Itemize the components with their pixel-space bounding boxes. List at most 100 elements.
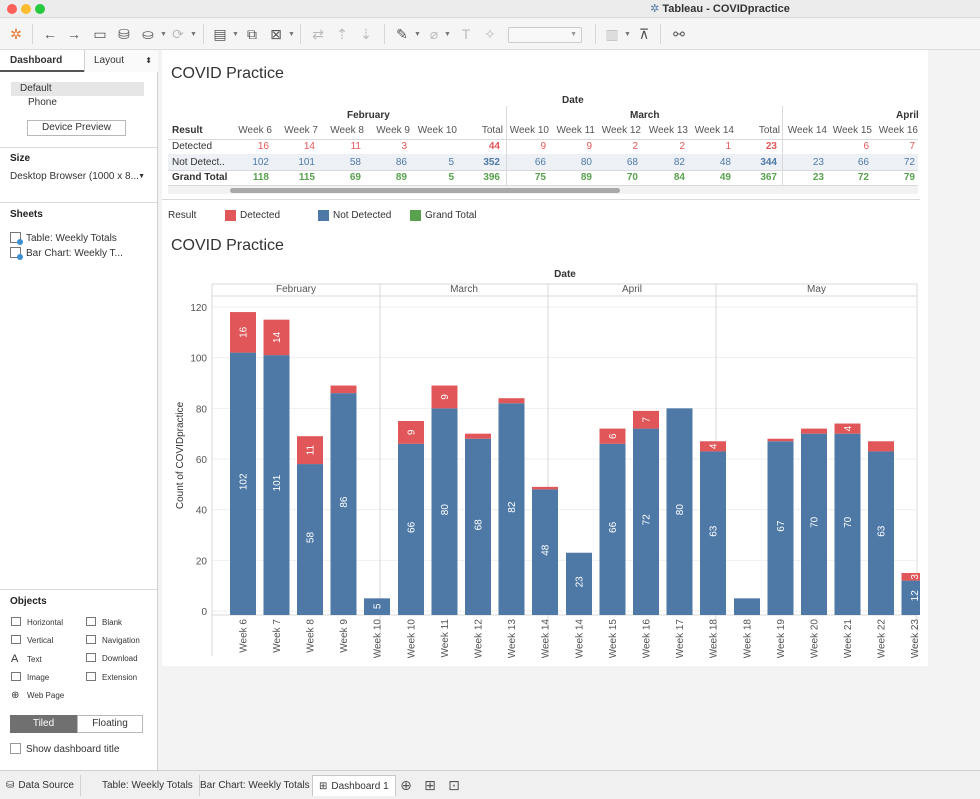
object-blank[interactable]: Blank [86, 617, 122, 627]
presentation-mode-icon[interactable]: ⊼ [638, 26, 650, 42]
close-window-button[interactable] [7, 4, 17, 14]
checkbox-icon [10, 743, 21, 754]
sheet-icon [10, 247, 23, 260]
size-dropdown[interactable]: Desktop Browser (1000 x 8... ▼ [10, 171, 145, 182]
pause-updates-icon[interactable]: ⛀ [142, 26, 154, 42]
legend-swatch-grand-total[interactable] [410, 210, 421, 221]
table-cell: 66 [857, 157, 869, 168]
chevron-down-icon[interactable]: ▼ [444, 31, 451, 38]
size-heading: Size [10, 153, 31, 164]
bar-not-detected [666, 408, 693, 615]
object-image[interactable]: Image [11, 672, 49, 682]
device-phone[interactable]: Phone [28, 97, 57, 108]
refresh-icon[interactable]: ⟳ [172, 26, 184, 42]
bar-label-not-detected: 63 [877, 525, 888, 537]
bar-detected [398, 421, 424, 444]
group-members-icon[interactable]: ⌀ [429, 26, 439, 42]
chevron-down-icon[interactable]: ▼ [232, 31, 239, 38]
sheet-table-weekly-totals[interactable]: Table: Weekly Totals [10, 232, 117, 245]
table-cell: 89 [580, 172, 592, 183]
show-cards-icon[interactable]: ▥ [605, 26, 619, 42]
device-preview-button[interactable]: Device Preview [27, 120, 126, 136]
toolbar-separator [32, 24, 33, 44]
sort-descending-icon[interactable]: ⇣ [360, 26, 372, 42]
undo-icon[interactable]: ← [43, 26, 57, 42]
legend-label-grand-total[interactable]: Grand Total [425, 210, 477, 221]
bar-label-not-detected: 72 [642, 514, 653, 526]
y-tick-label: 40 [196, 506, 208, 517]
table-column-header: Week 16 [878, 125, 918, 136]
legend-swatch-not-detected[interactable] [318, 210, 329, 221]
table-column-header: Week 10 [509, 125, 549, 136]
redo-icon[interactable]: → [67, 26, 81, 42]
new-worksheet-tab-icon[interactable]: ⊕ [400, 777, 412, 793]
tab-label: Data Source [18, 780, 74, 791]
object-label: Horizontal [27, 618, 64, 627]
bar-detected [498, 398, 525, 404]
legend-label-not-detected[interactable]: Not Detected [333, 210, 392, 221]
object-navigation[interactable]: Navigation [86, 635, 140, 645]
chevron-down-icon[interactable]: ▼ [288, 31, 295, 38]
sort-ascending-icon[interactable]: ⇡ [336, 26, 348, 42]
table-cell: 23 [812, 157, 824, 168]
chevron-down-icon[interactable]: ▼ [160, 31, 167, 38]
objects-heading: Objects [10, 596, 47, 607]
object-horizontal[interactable]: Horizontal [11, 617, 63, 627]
extension-icon [86, 672, 96, 681]
table-column-header: Week 9 [376, 125, 410, 136]
table-column-header: Week 7 [284, 125, 318, 136]
sheet-bar-chart-weekly-totals[interactable]: Bar Chart: Weekly T... [10, 247, 123, 260]
object-label: Image [27, 673, 50, 682]
chevron-down-icon[interactable]: ▼ [624, 31, 631, 38]
tab-data-source[interactable]: ⛁ Data Source [0, 775, 81, 796]
fix-axes-icon[interactable]: ✧ [484, 26, 496, 42]
minimize-window-button[interactable] [21, 4, 31, 14]
tab-layout[interactable]: Layout ⬍ [84, 50, 158, 72]
share-icon[interactable]: ⚯ [673, 26, 685, 42]
new-worksheet-icon[interactable]: ▤ [213, 26, 227, 42]
object-web-page[interactable]: ⊕ Web Page [11, 690, 64, 701]
table-column-header: Week 6 [238, 125, 272, 136]
show-labels-icon[interactable]: T [461, 26, 471, 42]
tab-table-weekly-totals[interactable]: Table: Weekly Totals [96, 775, 200, 796]
tab-dashboard[interactable]: Dashboard [0, 50, 84, 72]
bar-label-not-detected: 80 [675, 504, 686, 516]
object-text[interactable]: A Text [11, 653, 42, 665]
highlight-icon[interactable]: ✎ [396, 26, 408, 42]
device-default[interactable]: Default [11, 82, 144, 96]
tiled-button[interactable]: Tiled [10, 715, 77, 733]
new-dashboard-tab-icon[interactable]: ⊞ [424, 777, 436, 793]
legend-label-detected[interactable]: Detected [240, 210, 281, 221]
floating-button[interactable]: Floating [77, 715, 143, 733]
table-month-march: March [630, 110, 660, 121]
tab-bar-chart-weekly-totals[interactable]: Bar Chart: Weekly Totals [194, 775, 317, 796]
object-download[interactable]: Download [86, 653, 138, 663]
toolbar-separator [660, 24, 661, 44]
tab-dashboard-1[interactable]: ⊞ Dashboard 1 [312, 775, 396, 796]
legend-swatch-detected[interactable] [225, 210, 236, 221]
clear-sheet-icon[interactable]: ⊠ [270, 26, 282, 42]
x-tick-label: Week 23 [910, 619, 920, 658]
duplicate-sheet-icon[interactable]: ⧉ [247, 26, 257, 42]
zoom-window-button[interactable] [35, 4, 45, 14]
bar-detected [465, 433, 491, 439]
chevron-down-icon[interactable]: ▼ [190, 31, 197, 38]
table-cell: 5 [448, 172, 454, 183]
table-cell: 72 [857, 172, 869, 183]
bar-label-detected: 3 [910, 574, 920, 580]
show-dashboard-title-checkbox[interactable]: Show dashboard title [10, 743, 119, 755]
object-vertical[interactable]: Vertical [11, 635, 53, 645]
table-cell: 367 [760, 172, 777, 183]
fit-dropdown[interactable]: ▼ [508, 27, 582, 43]
save-icon[interactable]: ▭ [93, 26, 107, 42]
new-story-tab-icon[interactable]: ⊡ [448, 777, 460, 793]
object-extension[interactable]: Extension [86, 672, 137, 682]
bar-detected [633, 410, 659, 429]
scrollbar-thumb[interactable] [230, 188, 620, 193]
chevron-down-icon[interactable]: ▼ [414, 31, 421, 38]
tableau-logo-icon[interactable]: ✲ [10, 26, 22, 42]
bar-label-detected: 9 [440, 394, 451, 400]
swap-rows-columns-icon[interactable]: ⇄ [312, 26, 324, 42]
new-data-source-icon[interactable]: ⛁ [118, 26, 130, 42]
x-tick-label: Week 10 [407, 619, 418, 658]
